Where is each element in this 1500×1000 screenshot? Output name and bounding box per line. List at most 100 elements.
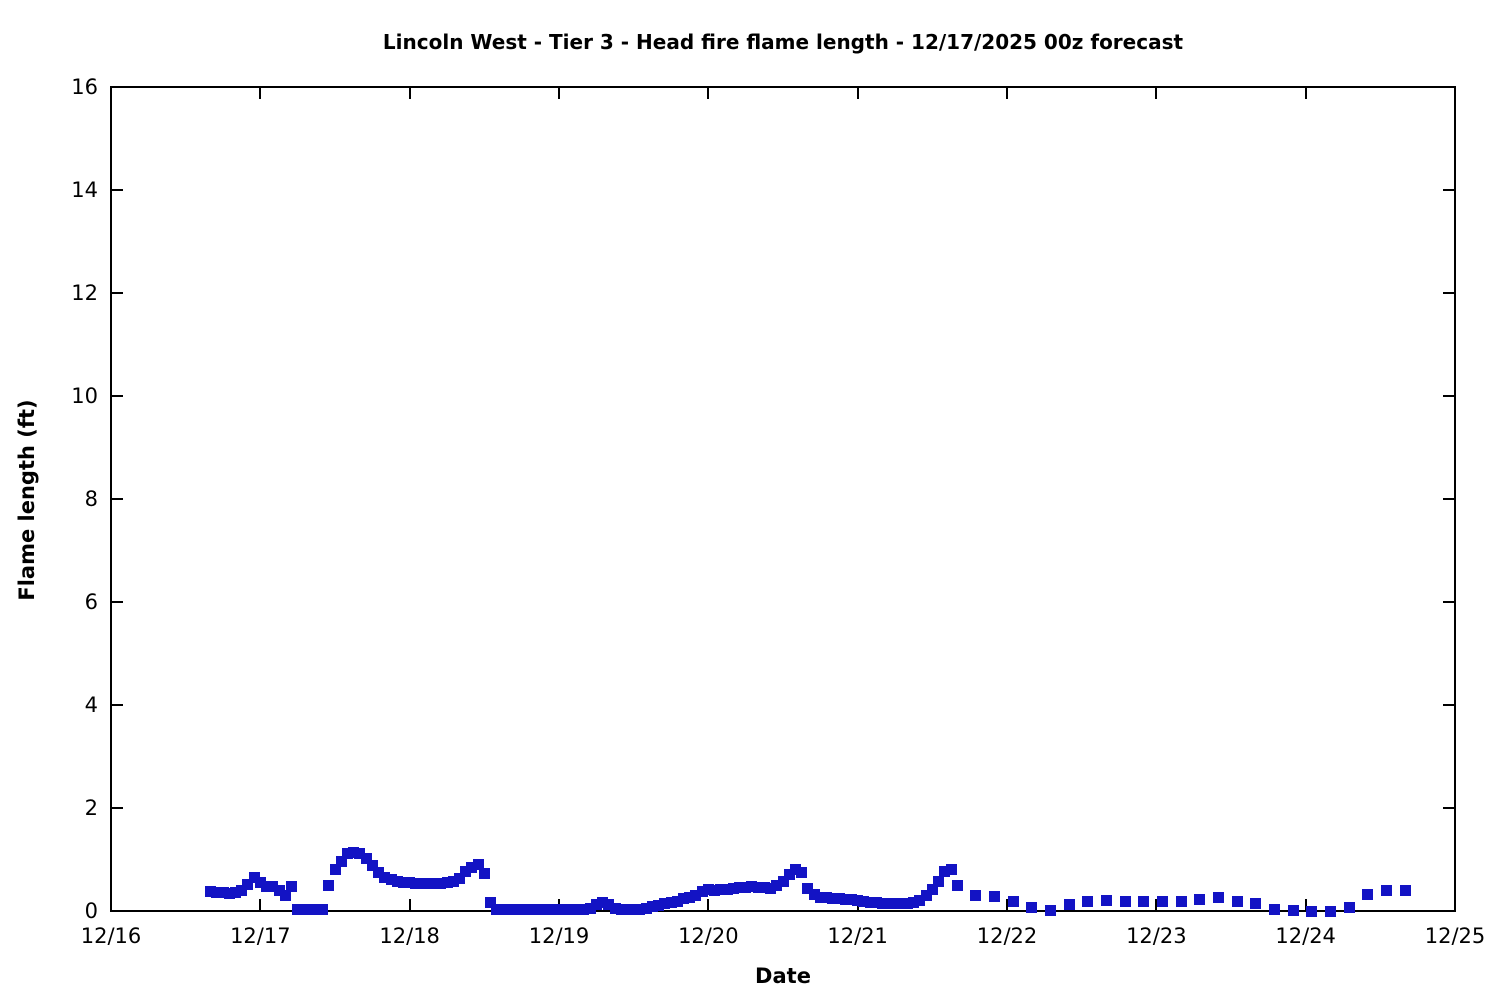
data-point — [553, 904, 565, 916]
y-tick-label: 4 — [84, 693, 98, 717]
data-point — [877, 897, 889, 909]
data-point — [404, 877, 416, 889]
data-point — [360, 852, 372, 864]
data-point — [547, 904, 559, 916]
data-point — [335, 855, 347, 867]
data-point — [572, 904, 584, 916]
data-point — [223, 887, 235, 899]
data-point — [516, 904, 528, 916]
data-point — [1399, 884, 1411, 896]
data-point — [802, 882, 814, 894]
data-point — [789, 864, 801, 876]
data-point — [267, 880, 279, 892]
data-point — [273, 884, 285, 896]
data-point — [478, 867, 490, 879]
y-tick — [1443, 292, 1455, 294]
data-point — [690, 889, 702, 901]
data-point — [416, 878, 428, 890]
data-point — [1101, 895, 1113, 907]
data-point — [298, 904, 310, 916]
y-tick-label: 12 — [71, 281, 98, 305]
y-tick — [111, 704, 123, 706]
data-point — [1269, 904, 1281, 916]
data-point — [696, 886, 708, 898]
x-tick-label: 12/20 — [678, 924, 739, 948]
data-point — [603, 898, 615, 910]
data-point — [1306, 905, 1318, 917]
data-point — [584, 903, 596, 915]
data-point — [765, 882, 777, 894]
data-point — [740, 881, 752, 893]
data-point — [522, 904, 534, 916]
data-point — [939, 866, 951, 878]
x-tick — [110, 87, 112, 99]
data-point — [491, 903, 503, 915]
data-point — [460, 866, 472, 878]
data-point — [621, 904, 633, 916]
data-point — [453, 872, 465, 884]
x-tick — [856, 87, 859, 99]
x-tick — [408, 899, 411, 911]
data-point — [852, 894, 864, 906]
data-point — [951, 879, 963, 891]
data-point — [528, 904, 540, 916]
y-tick-label: 8 — [84, 487, 98, 511]
y-tick — [1443, 910, 1455, 912]
data-point — [242, 878, 254, 890]
data-point — [615, 904, 627, 916]
y-tick-label: 6 — [84, 590, 98, 614]
data-point — [609, 903, 621, 915]
data-point — [217, 887, 229, 899]
y-tick — [1443, 601, 1455, 603]
data-point — [783, 869, 795, 881]
x-tick — [1454, 899, 1456, 911]
chart-title: Lincoln West - Tier 3 - Head fire flame … — [382, 30, 1184, 54]
x-tick-label: 12/24 — [1275, 924, 1336, 948]
data-point — [845, 894, 857, 906]
x-tick — [1304, 899, 1307, 911]
y-tick — [1443, 704, 1455, 706]
data-point — [677, 893, 689, 905]
x-tick — [707, 899, 710, 911]
data-point — [833, 893, 845, 905]
data-point — [441, 876, 453, 888]
y-tick-label: 2 — [84, 796, 98, 820]
data-point — [1325, 905, 1337, 917]
data-point — [485, 897, 497, 909]
data-point — [248, 872, 260, 884]
data-point — [814, 891, 826, 903]
x-axis-title: Date — [755, 964, 811, 988]
data-point — [889, 898, 901, 910]
data-point — [497, 904, 509, 916]
y-tick — [1443, 86, 1455, 88]
data-point — [279, 889, 291, 901]
data-point — [933, 875, 945, 887]
data-point — [914, 894, 926, 906]
data-point — [254, 876, 266, 888]
data-point — [323, 879, 335, 891]
data-point — [292, 904, 304, 916]
data-point — [758, 882, 770, 894]
data-point — [1119, 896, 1131, 908]
x-tick — [1155, 899, 1158, 911]
data-point — [373, 867, 385, 879]
data-point — [229, 887, 241, 899]
data-point — [908, 896, 920, 908]
data-point — [429, 878, 441, 890]
data-point — [659, 898, 671, 910]
y-tick — [111, 807, 123, 809]
x-tick-label: 12/16 — [80, 924, 142, 948]
data-point — [578, 904, 590, 916]
data-point — [236, 884, 248, 896]
data-point — [329, 864, 341, 876]
y-tick — [111, 601, 123, 603]
plot-area — [110, 86, 1456, 912]
data-point — [727, 882, 739, 894]
x-tick — [259, 87, 262, 99]
y-tick — [111, 292, 123, 294]
data-point — [317, 904, 329, 916]
data-point — [211, 886, 223, 898]
x-tick — [1454, 87, 1456, 99]
data-point — [671, 895, 683, 907]
data-point — [709, 884, 721, 896]
